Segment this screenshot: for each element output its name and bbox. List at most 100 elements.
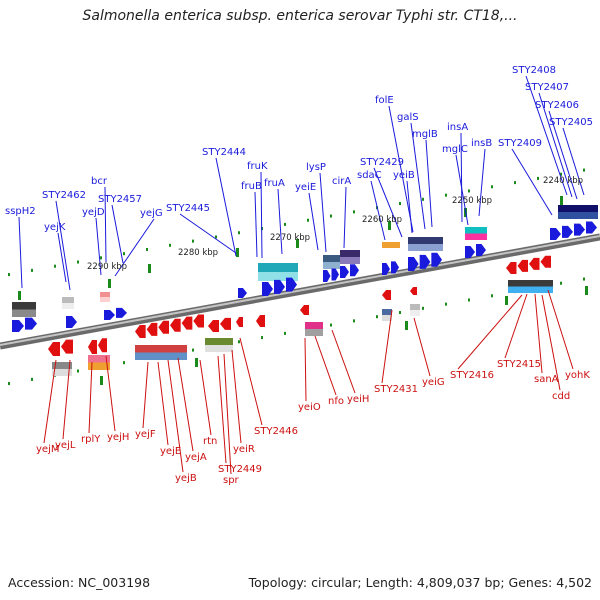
reverse-gene-label: yejF [135, 429, 156, 440]
forward-gene-label: yejD [82, 207, 105, 218]
forward-gene-label: yejG [140, 208, 163, 219]
gene-block [410, 310, 420, 316]
reverse-gene-arrow [88, 340, 97, 354]
forward-gene-label: STY2409 [498, 138, 542, 149]
reverse-gene-leader [413, 317, 431, 377]
ruler-tick [399, 202, 401, 206]
ruler-tick [353, 210, 355, 214]
reverse-gene-arrow [146, 322, 158, 336]
forward-gene-label: sspH2 [5, 206, 36, 217]
reverse-gene-label: yejE [160, 446, 181, 457]
scale-label: 2290 kbp [87, 262, 127, 272]
forward-gene-arrow [574, 223, 585, 236]
gene-block [258, 272, 298, 281]
forward-gene-arrow [116, 307, 127, 318]
ruler-tick [215, 235, 217, 239]
ruler-major-tick [100, 376, 103, 385]
gene-block [62, 297, 74, 303]
forward-gene-arrow [12, 320, 24, 332]
reverse-gene-arrow [256, 315, 265, 327]
reverse-gene-label: yeiO [298, 402, 321, 413]
forward-gene-leader [425, 139, 433, 228]
reverse-gene-arrow [181, 316, 193, 330]
ruler-tick [583, 277, 585, 281]
forward-gene-label: fruK [247, 161, 268, 172]
reverse-gene-leader [504, 293, 528, 359]
forward-gene-leader [511, 148, 553, 216]
forward-gene-arrow [550, 228, 561, 240]
gene-block [382, 242, 400, 248]
reverse-gene-label: rtn [203, 436, 217, 447]
forward-gene-label: mglB [412, 129, 438, 140]
forward-gene-arrow [286, 277, 297, 292]
ruler-tick [77, 369, 79, 373]
ruler-tick [376, 315, 378, 319]
forward-gene-label: yejK [44, 222, 66, 233]
forward-gene-arrow [274, 279, 285, 294]
ruler-tick [284, 222, 286, 226]
gene-block [305, 329, 323, 336]
reverse-gene-arrow [61, 339, 73, 354]
forward-gene-label: STY2445 [166, 203, 210, 214]
reverse-gene-arrow [158, 320, 169, 334]
ruler-tick [261, 336, 263, 340]
gene-block [558, 205, 598, 212]
gene-block [12, 309, 36, 317]
reverse-gene-leader [547, 289, 574, 370]
ruler-tick [491, 185, 493, 189]
forward-gene-label: STY2429 [360, 157, 404, 168]
forward-gene-label: STY2408 [512, 65, 556, 76]
reverse-gene-arrow [506, 262, 517, 274]
forward-gene-label: fruA [264, 178, 285, 189]
forward-gene-label: yeiE [295, 182, 316, 193]
reverse-gene-leader [177, 357, 194, 452]
forward-gene-label: STY2407 [525, 82, 569, 93]
reverse-gene-label: yeiR [233, 444, 255, 455]
forward-gene-leader [260, 171, 263, 259]
ruler-tick [491, 294, 493, 298]
reverse-gene-leader [231, 349, 242, 444]
reverse-gene-arrow [98, 338, 107, 353]
forward-gene-leader [18, 216, 23, 289]
scale-label: 2250 kbp [452, 196, 492, 206]
gene-block [408, 237, 443, 244]
reverse-gene-label: yejM [36, 444, 59, 455]
gene-block [465, 227, 487, 234]
forward-gene-leader [455, 154, 469, 226]
ruler-tick [307, 218, 309, 222]
gene-block [52, 369, 72, 376]
gene-block [382, 248, 400, 254]
forward-gene-arrow [562, 225, 573, 238]
reverse-gene-leader [142, 361, 149, 429]
forward-gene-leader [525, 75, 568, 196]
forward-gene-leader [343, 186, 347, 249]
forward-gene-arrow [323, 270, 331, 282]
ruler-tick [422, 306, 424, 310]
reverse-gene-arrow [48, 342, 60, 356]
reverse-gene-arrow [193, 314, 204, 328]
reverse-gene-leader [239, 337, 263, 426]
gene-block [100, 292, 110, 297]
gene-block [410, 304, 420, 310]
ruler-tick [560, 172, 562, 176]
forward-gene-label: cirA [332, 176, 351, 187]
reverse-gene-leader [167, 359, 184, 473]
scale-label: 2260 kbp [362, 215, 402, 225]
reverse-gene-leader [62, 359, 71, 440]
reverse-gene-leader [457, 294, 523, 370]
forward-gene-leader [95, 217, 102, 276]
ruler-major-tick [108, 279, 111, 288]
reverse-gene-label: yejA [185, 452, 207, 463]
reverse-gene-label: STY2415 [497, 359, 541, 370]
forward-gene-label: folE [375, 95, 394, 106]
forward-gene-arrow [382, 263, 390, 275]
reverse-gene-arrow [300, 305, 309, 315]
forward-gene-leader [460, 132, 463, 223]
forward-gene-arrow [331, 268, 339, 281]
ruler-tick [31, 268, 33, 272]
reverse-gene-label: nfo [328, 396, 344, 407]
gene-block [88, 362, 110, 370]
reverse-gene-label: STY2446 [254, 426, 298, 437]
forward-gene-arrow [262, 282, 273, 296]
